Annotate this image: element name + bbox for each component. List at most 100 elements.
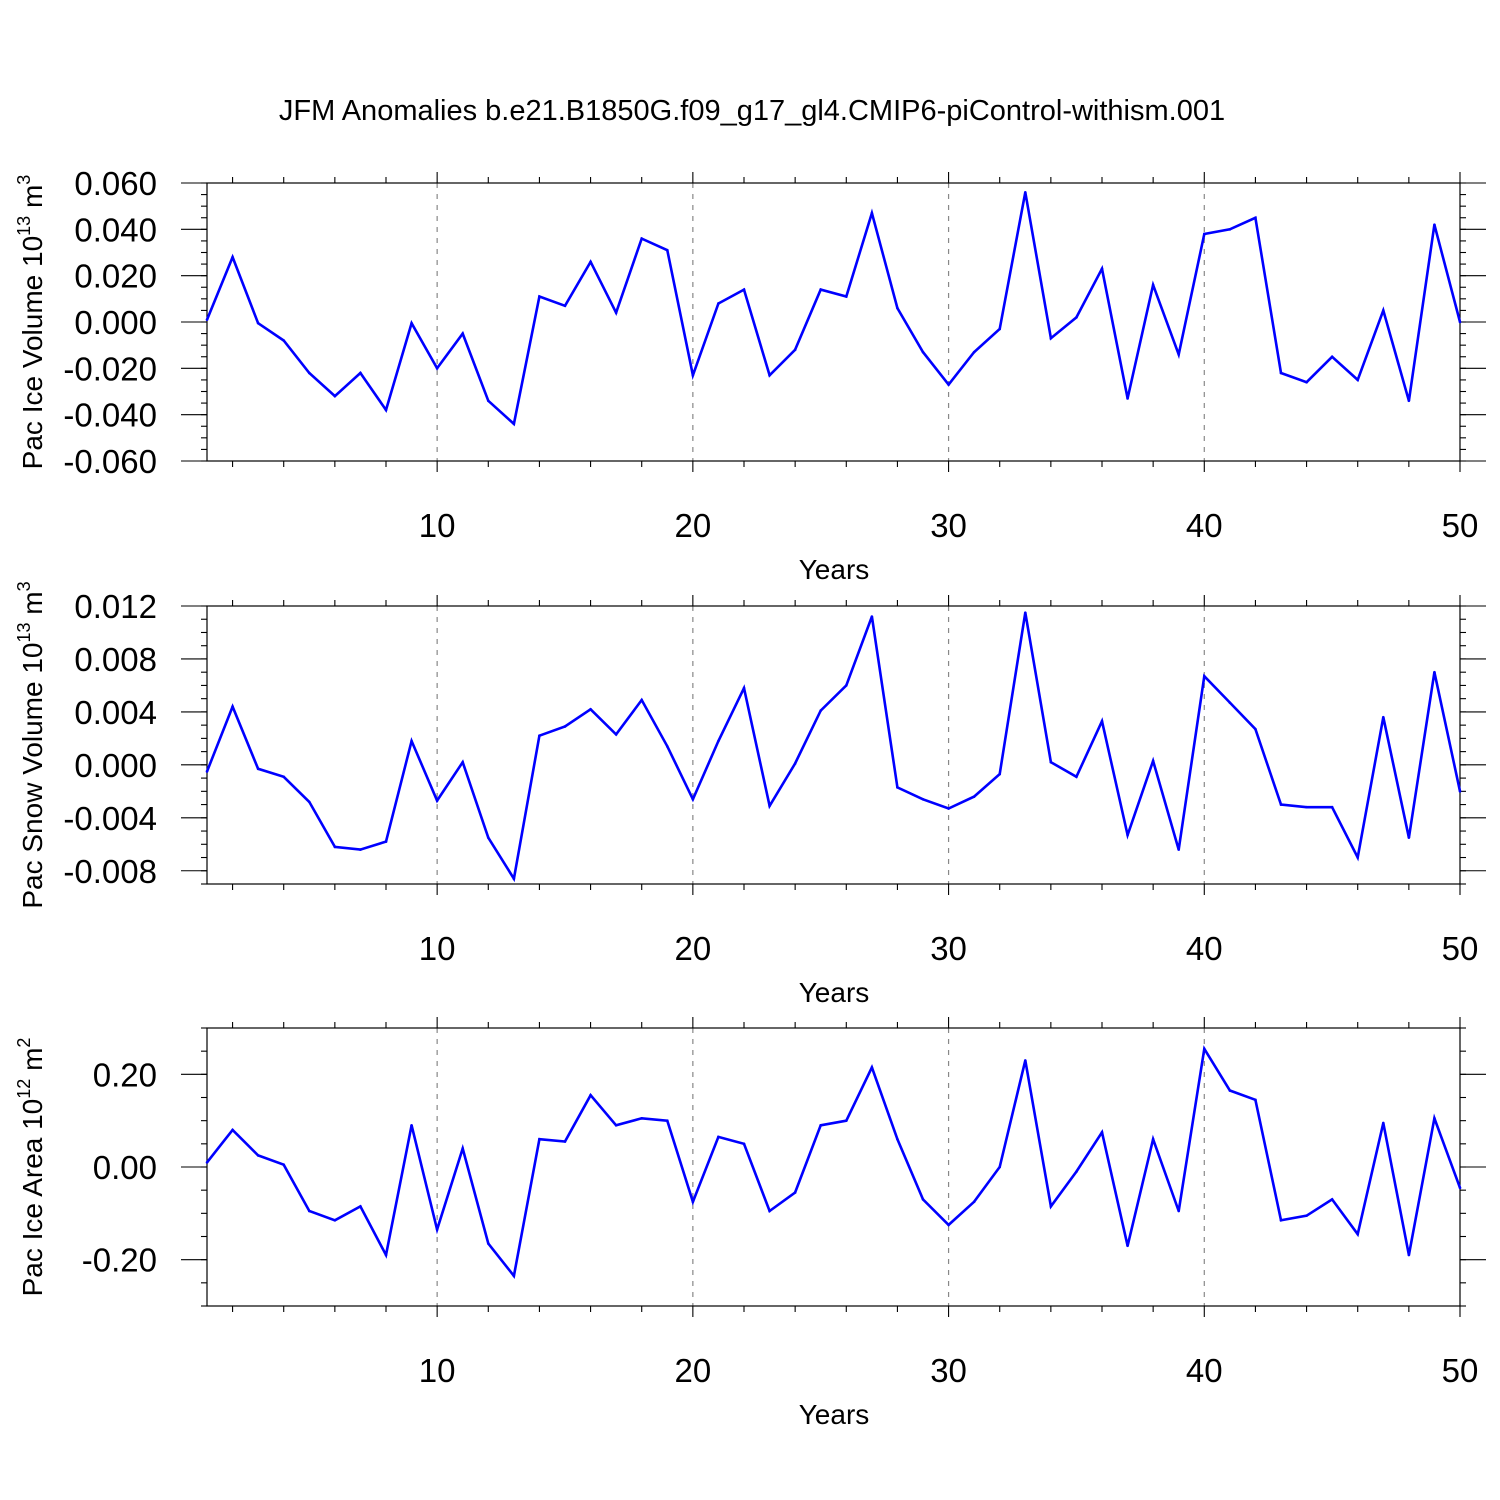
data-point	[307, 371, 311, 375]
y-tick-label: -0.20	[82, 1242, 157, 1279]
series-line	[205, 1045, 1462, 1279]
data-point	[1126, 1244, 1129, 1248]
data-point	[512, 877, 516, 881]
data-point	[614, 1124, 618, 1127]
data-point	[1433, 670, 1436, 674]
y-tick-label: -0.060	[63, 443, 157, 480]
data-point	[1407, 399, 1411, 403]
data-point	[1075, 1170, 1078, 1173]
data-point	[512, 422, 516, 426]
data-point	[614, 311, 618, 315]
data-point	[1279, 1218, 1283, 1222]
data-point	[307, 800, 311, 804]
y-tick-label: 0.012	[74, 588, 157, 625]
data-point	[1075, 775, 1078, 779]
data-point	[1023, 611, 1027, 614]
data-point	[1381, 309, 1385, 312]
y-tick-label: -0.008	[63, 853, 157, 890]
data-point	[819, 709, 823, 712]
data-point	[1100, 1130, 1104, 1134]
x-tick-label: 50	[1442, 1352, 1479, 1389]
data-point	[1407, 836, 1411, 839]
data-point	[998, 327, 1002, 331]
data-point	[231, 705, 234, 708]
panel-3: 10 20 30 40 50 -0.20 0.00 0.20 Years Pac Ice Area…	[14, 1017, 1486, 1430]
data-point	[1126, 833, 1129, 837]
data-point	[359, 1205, 362, 1208]
x-tick-label: 30	[930, 930, 967, 967]
x-tick-label: 50	[1442, 507, 1479, 544]
data-point	[1254, 727, 1257, 731]
data-point	[998, 1165, 1002, 1169]
data-point	[947, 807, 950, 810]
data-point	[461, 332, 465, 335]
x-axis-label: Years	[799, 1399, 870, 1430]
data-point	[282, 339, 286, 342]
y-tick-label: 0.040	[74, 211, 157, 248]
data-point	[1279, 371, 1283, 375]
data-point	[359, 848, 362, 851]
data-point	[486, 836, 490, 839]
data-point	[921, 1198, 925, 1201]
data-point	[1356, 856, 1360, 859]
data-point	[333, 845, 337, 849]
data-point	[538, 1137, 541, 1141]
data-point	[1356, 1232, 1360, 1236]
data-point	[717, 1135, 720, 1139]
data-point	[384, 408, 388, 412]
data-point	[1330, 355, 1334, 359]
data-point	[691, 797, 695, 801]
x-tick-label: 40	[1186, 1352, 1223, 1389]
data-point	[793, 762, 797, 765]
data-point	[768, 804, 771, 808]
data-point	[947, 383, 950, 386]
x-tick-label: 40	[1186, 930, 1223, 967]
panel-2: 10 20 30 40 50 -0.008 -0.004 0.000 0.004 0.008 0.0…	[14, 581, 1486, 1008]
data-point	[921, 797, 925, 801]
data-point	[665, 248, 669, 252]
data-point	[1305, 380, 1308, 384]
data-point	[563, 725, 567, 728]
x-tick-label: 20	[674, 507, 711, 544]
data-point	[359, 371, 362, 375]
data-point	[1177, 353, 1181, 356]
data-point	[1458, 320, 1462, 324]
data-point	[333, 1218, 337, 1222]
data-point	[589, 260, 592, 264]
data-point	[1151, 759, 1155, 763]
data-point	[384, 1253, 388, 1257]
y-tick-label: 0.008	[74, 641, 157, 678]
data-point	[410, 321, 413, 325]
data-point	[563, 304, 567, 308]
data-point	[1330, 805, 1334, 809]
y-tick-label: 0.000	[74, 747, 157, 784]
data-point	[1228, 228, 1232, 231]
data-point	[1023, 190, 1027, 194]
y-tick-label: 0.004	[74, 694, 157, 731]
data-point	[768, 373, 771, 377]
plot-frame	[206, 1027, 1461, 1307]
data-point	[1049, 336, 1053, 340]
data-point	[1023, 1059, 1027, 1062]
y-tick-label: 0.000	[74, 304, 157, 341]
x-tick-label: 10	[419, 930, 456, 967]
y-tick-label: -0.040	[63, 397, 157, 434]
data-point	[1126, 397, 1129, 400]
x-tick-label: 10	[419, 1352, 456, 1389]
data-point	[1228, 701, 1232, 704]
data-point	[896, 1137, 899, 1141]
data-point	[231, 1128, 234, 1132]
data-point	[921, 350, 925, 354]
data-point	[819, 288, 823, 291]
data-point	[1433, 1117, 1436, 1120]
data-point	[793, 1191, 797, 1194]
data-point	[307, 1209, 311, 1213]
y-tick-label: -0.020	[63, 350, 157, 387]
data-point	[1202, 1047, 1206, 1051]
data-point	[410, 739, 413, 743]
data-point	[1177, 848, 1181, 851]
chart-title: JFM Anomalies b.e21.B1850G.f09_g17_gl4.C…	[279, 95, 1225, 127]
data-point	[486, 1242, 490, 1245]
x-axis-label: Years	[799, 554, 870, 585]
x-tick-label: 50	[1442, 930, 1479, 967]
